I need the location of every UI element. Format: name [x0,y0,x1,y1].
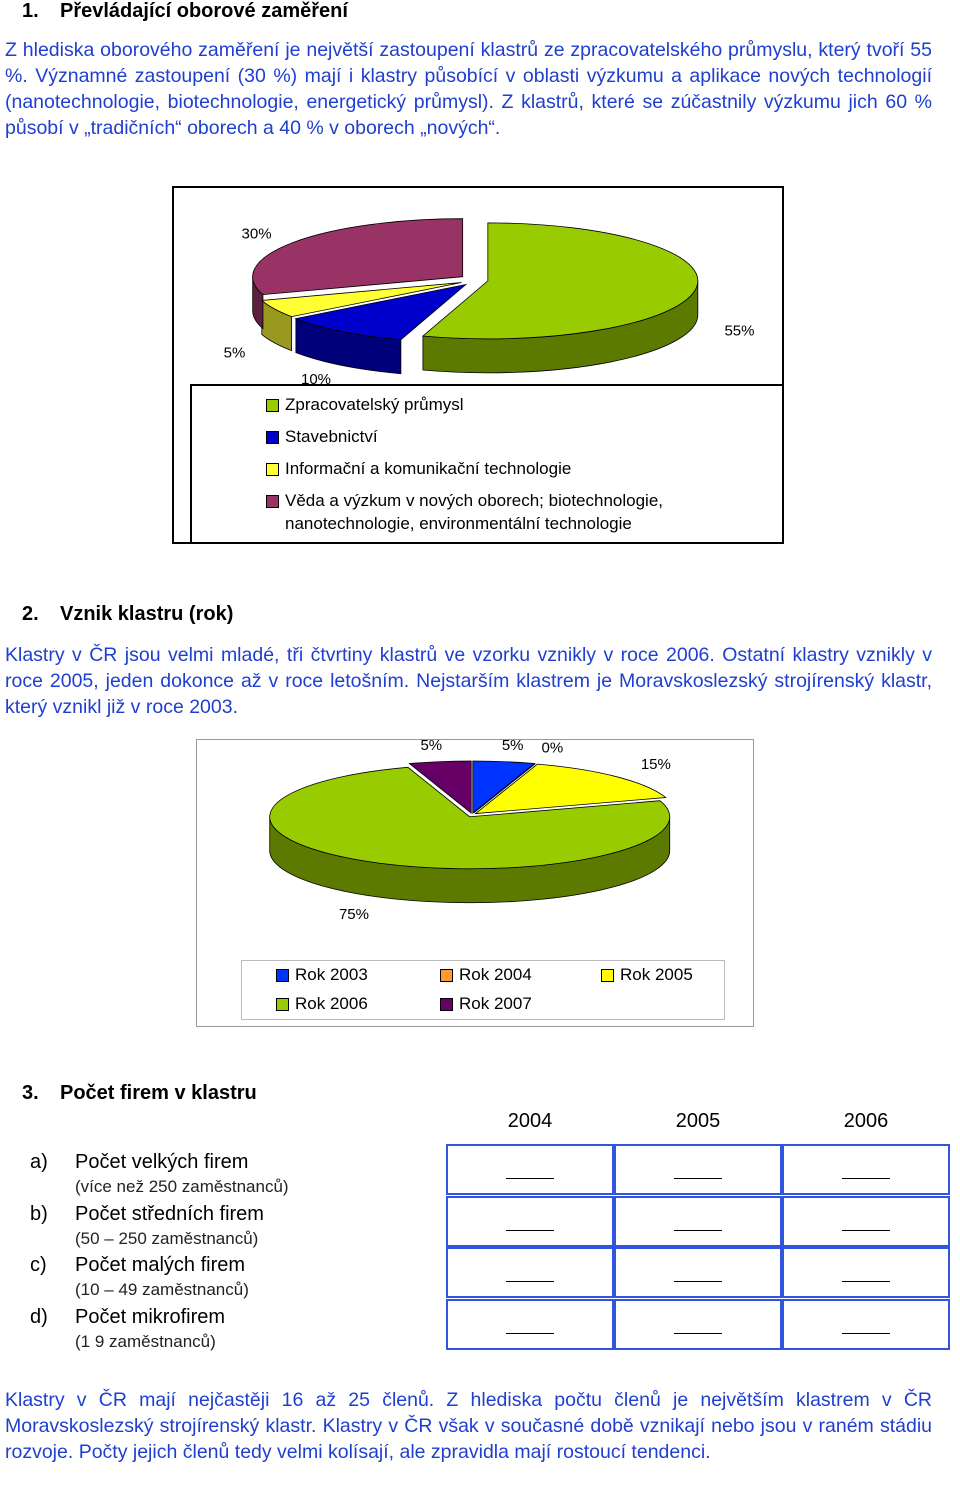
slice-label: 55% [724,323,754,340]
legend-label: Rok 2003 [295,965,368,984]
slice [252,218,464,296]
legend-label: Zpracovatelský průmysl [285,395,464,414]
legend-item: Informační a komunikační technologie [266,457,696,480]
table-cell [782,1195,950,1247]
legend-item: Stavebnictví [266,425,696,448]
heading-number: 1. [22,0,39,22]
heading-number: 3. [22,1082,39,1104]
table-cell [446,1195,614,1247]
table-row: a) Počet velkých firem (více než 250 zaměs… [0,1146,440,1198]
legend-item: Rok 2007 [440,994,601,1023]
table-cell [446,1298,614,1350]
row-note: (více než 250 zaměstnanců) [75,1177,289,1196]
slice-label: 5% [224,345,246,362]
legend-label: Rok 2005 [620,965,693,984]
slice-label: 5% [502,740,524,754]
row-label: Počet středních firem [75,1202,264,1225]
row-label: Počet velkých firem [75,1151,249,1173]
table-cell [614,1298,782,1350]
row-label: Počet mikrofirem [75,1305,226,1328]
slice [294,283,468,341]
table-cell [782,1144,950,1195]
table-cell [782,1247,950,1298]
legend-item: Zpracovatelský průmysl [266,393,696,416]
chart: 55% 10% 5% 30% Zpracovatelský průmysl Staveb… [172,186,784,544]
legend-item: Rok 2003 [276,965,440,994]
legend-label: Rok 2007 [459,994,532,1013]
paragraph: Klastry v ČR mají nejčastěji 16 až 25 čl… [5,1389,932,1463]
pie-plot: 55% 10% 5% 30% [224,218,755,388]
row-marker: d) [30,1305,48,1328]
slice-label: 5% [420,740,442,754]
row-marker: c) [30,1254,47,1276]
legend-item: Rok 2004 [440,965,601,994]
column-header: 2004 [507,1110,553,1132]
slice-label: 30% [242,225,272,242]
row-marker: b) [30,1202,48,1225]
paragraph: Klastry v ČR jsou velmi mladé, tři čtvrt… [5,644,932,718]
column-header: 2005 [675,1110,721,1132]
heading-title: Počet firem v klastru [60,1082,257,1104]
legend-label: Věda a výzkum v nových oborech; biotechn… [285,491,664,533]
row-note: (10 – 49 zaměstnanců) [75,1280,249,1299]
legend-swatch [276,998,289,1011]
slice [408,760,472,814]
heading-number: 2. [22,603,39,625]
table-cell [614,1195,782,1247]
chart: 5% 0% 15% 75% 5% Rok 2003 Rok 2004 Rok 2005 Rok… [196,739,754,1027]
legend-label: Rok 2004 [459,965,532,984]
row-marker: a) [30,1151,48,1173]
table-cell [446,1247,614,1298]
column-header: 2006 [843,1110,889,1132]
slice-label: 75% [339,906,369,923]
slice [473,763,536,814]
legend-swatch [266,431,279,444]
heading: 1. Převládající oborové zaměření [22,0,348,23]
pie-plot: 5% 0% 15% 75% 5% [269,740,671,923]
slice [269,766,671,870]
legend-swatch [440,998,453,1011]
heading-title: Převládající oborové zaměření [60,0,348,22]
legend-swatch [440,969,453,982]
table-cell [782,1298,950,1350]
legend-swatch [266,495,279,508]
row-note: (50 – 250 zaměstnanců) [75,1228,259,1248]
table-row: d) Počet mikrofirem (1 9 zaměstnanců) [0,1301,440,1353]
legend-label: Stavebnictví [285,427,378,446]
slice [474,763,667,815]
slice-label: 0% [542,740,564,757]
slice [260,282,462,318]
row-note: (1 9 zaměstnanců) [75,1331,216,1351]
slice-label: 10% [301,371,331,388]
heading-title: Vznik klastru (rok) [60,603,234,625]
legend-swatch [276,969,289,982]
paragraph: Z hlediska oborového zaměření je největš… [5,39,932,139]
legend-label: Rok 2006 [295,994,368,1013]
legend: Rok 2003 Rok 2004 Rok 2005 Rok 2006 Rok 2007 [241,960,725,1020]
table-cell [446,1144,614,1195]
legend: Zpracovatelský průmysl Stavebnictví Inform… [190,384,782,544]
legend-swatch [266,399,279,412]
legend-item: Věda a výzkum v nových oborech; biotechn… [266,489,696,535]
slice [472,760,536,814]
heading: 2. Vznik klastru (rok) [22,603,233,626]
legend-item: Rok 2005 [601,965,751,994]
legend-label: Informační a komunikační technologie [285,459,572,478]
legend-swatch [601,969,614,982]
legend-swatch [266,463,279,476]
table-row: b) Počet středních firem (50 – 250 zaměstn… [0,1198,440,1250]
table-cell [614,1247,782,1298]
table-row: c) Počet malých firem (10 – 49 zaměstnanců… [0,1249,440,1301]
row-label: Počet malých firem [75,1254,246,1276]
slice-label: 15% [641,756,671,773]
legend-item: Rok 2006 [276,994,440,1023]
heading: 3. Počet firem v klastru [22,1082,257,1105]
slice [421,222,699,340]
table-cell [614,1144,782,1195]
